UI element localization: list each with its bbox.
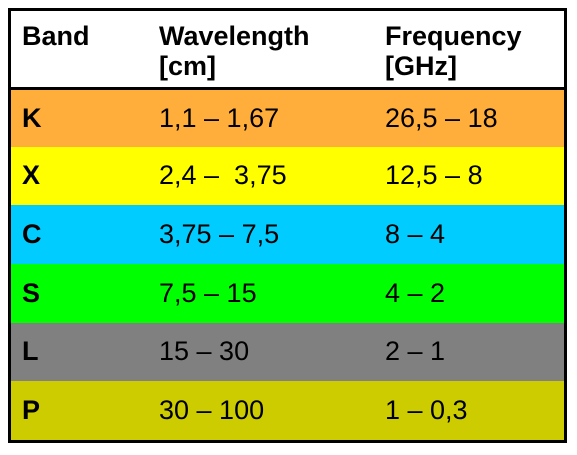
wavelength-cell: 15 – 30 (159, 336, 250, 367)
table-row: K 1,1 – 1,67 26,5 – 18 (11, 88, 564, 147)
frequency-cell: 1 – 0,3 (385, 395, 468, 426)
frequency-cell: 8 – 4 (385, 219, 446, 250)
frequency-cell: 4 – 2 (385, 277, 446, 308)
frequency-cell: 12,5 – 8 (385, 160, 483, 191)
band-cell: X (22, 160, 41, 191)
table-row: L 15 – 30 2 – 1 (11, 322, 564, 382)
band-table-container: Band Wavelength [cm] Frequency [GHz] K 1… (8, 8, 567, 443)
header-row: Band Wavelength [cm] Frequency [GHz] (11, 11, 564, 90)
table-row: X 2,4 – 3,75 12,5 – 8 (11, 146, 564, 206)
band-cell: P (22, 395, 41, 426)
header-frequency: Frequency [GHz] (374, 11, 564, 90)
wavelength-cell: 30 – 100 (159, 395, 265, 426)
band-cell: S (22, 277, 41, 308)
table-header: Band Wavelength [cm] Frequency [GHz] (11, 11, 564, 90)
frequency-cell: 2 – 1 (385, 336, 446, 367)
band-table: Band Wavelength [cm] Frequency [GHz] K 1… (11, 11, 564, 440)
table-row: C 3,75 – 7,5 8 – 4 (11, 205, 564, 264)
band-cell: C (22, 219, 42, 250)
wavelength-cell: 7,5 – 15 (159, 277, 257, 308)
band-cell: K (22, 102, 42, 133)
table-row: P 30 – 100 1 – 0,3 (11, 381, 564, 440)
wavelength-cell: 2,4 – 3,75 (159, 160, 287, 191)
wavelength-cell: 1,1 – 1,67 (159, 102, 280, 133)
header-wavelength: Wavelength [cm] (148, 11, 374, 90)
header-band: Band (11, 11, 148, 90)
table-body: K 1,1 – 1,67 26,5 – 18 X 2,4 – 3,75 12,5… (11, 88, 564, 440)
frequency-cell: 26,5 – 18 (385, 102, 498, 133)
wavelength-cell: 3,75 – 7,5 (159, 219, 280, 250)
table-row: S 7,5 – 15 4 – 2 (11, 263, 564, 323)
band-cell: L (22, 336, 39, 367)
